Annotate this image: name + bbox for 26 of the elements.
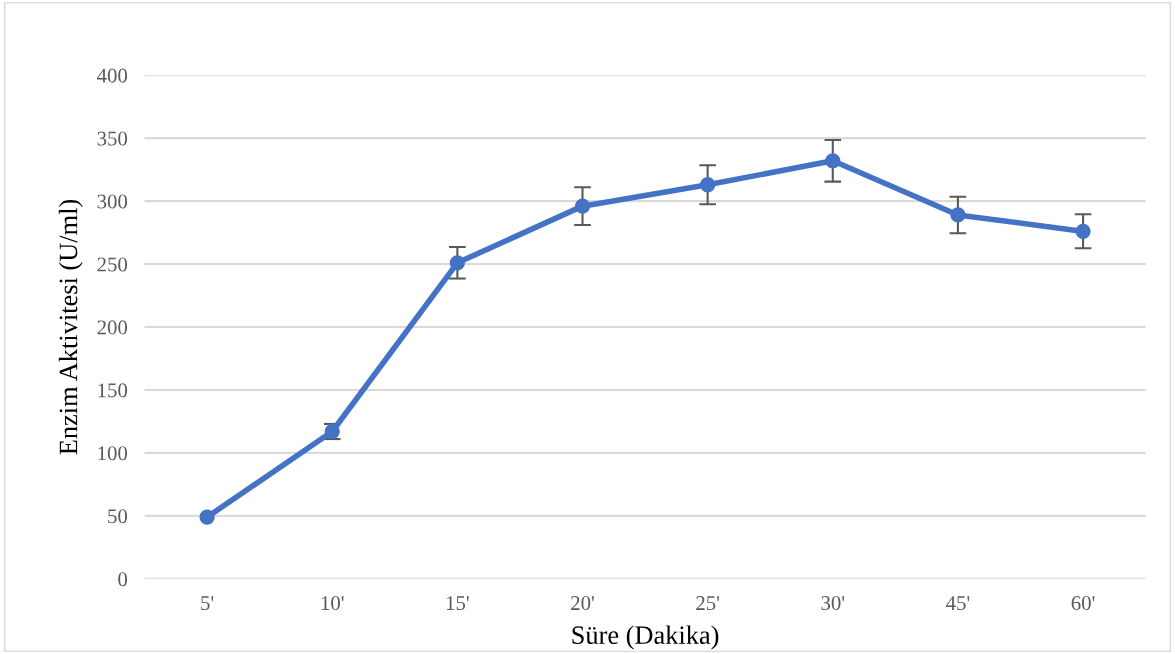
x-tick-label: 45' [946, 596, 970, 611]
point [700, 177, 716, 193]
y-tick-label: 250 [97, 257, 128, 272]
point [199, 509, 215, 525]
y-tick-label: 0 [118, 572, 128, 587]
y-tick-label: 150 [98, 383, 128, 398]
x-axis-title: Süre (Dakika) [572, 625, 719, 650]
x-tick-label: 30' [821, 596, 845, 611]
x-tick-label: 5' [201, 596, 214, 611]
y-tick-label: 50 [108, 509, 128, 524]
x-tick-label: 15' [446, 596, 469, 611]
x-tick-label: 10' [321, 596, 344, 611]
y-tick-label: 300 [97, 194, 128, 209]
point [950, 207, 966, 223]
y-tick-label: 200 [97, 320, 128, 335]
y-tick-label: 350 [97, 131, 128, 146]
point [449, 255, 466, 271]
point [1075, 223, 1091, 239]
point [574, 198, 591, 214]
x-tick-label: 20' [571, 596, 594, 611]
point [825, 153, 841, 169]
y-axis-title: Enzim Aktivitesi (U/ml) [58, 199, 83, 455]
y-tick-label: 400 [97, 68, 128, 83]
x-tick-label: 25' [696, 596, 720, 611]
y-tick-label: 100 [98, 446, 128, 461]
x-tick-label: 60' [1071, 596, 1095, 611]
